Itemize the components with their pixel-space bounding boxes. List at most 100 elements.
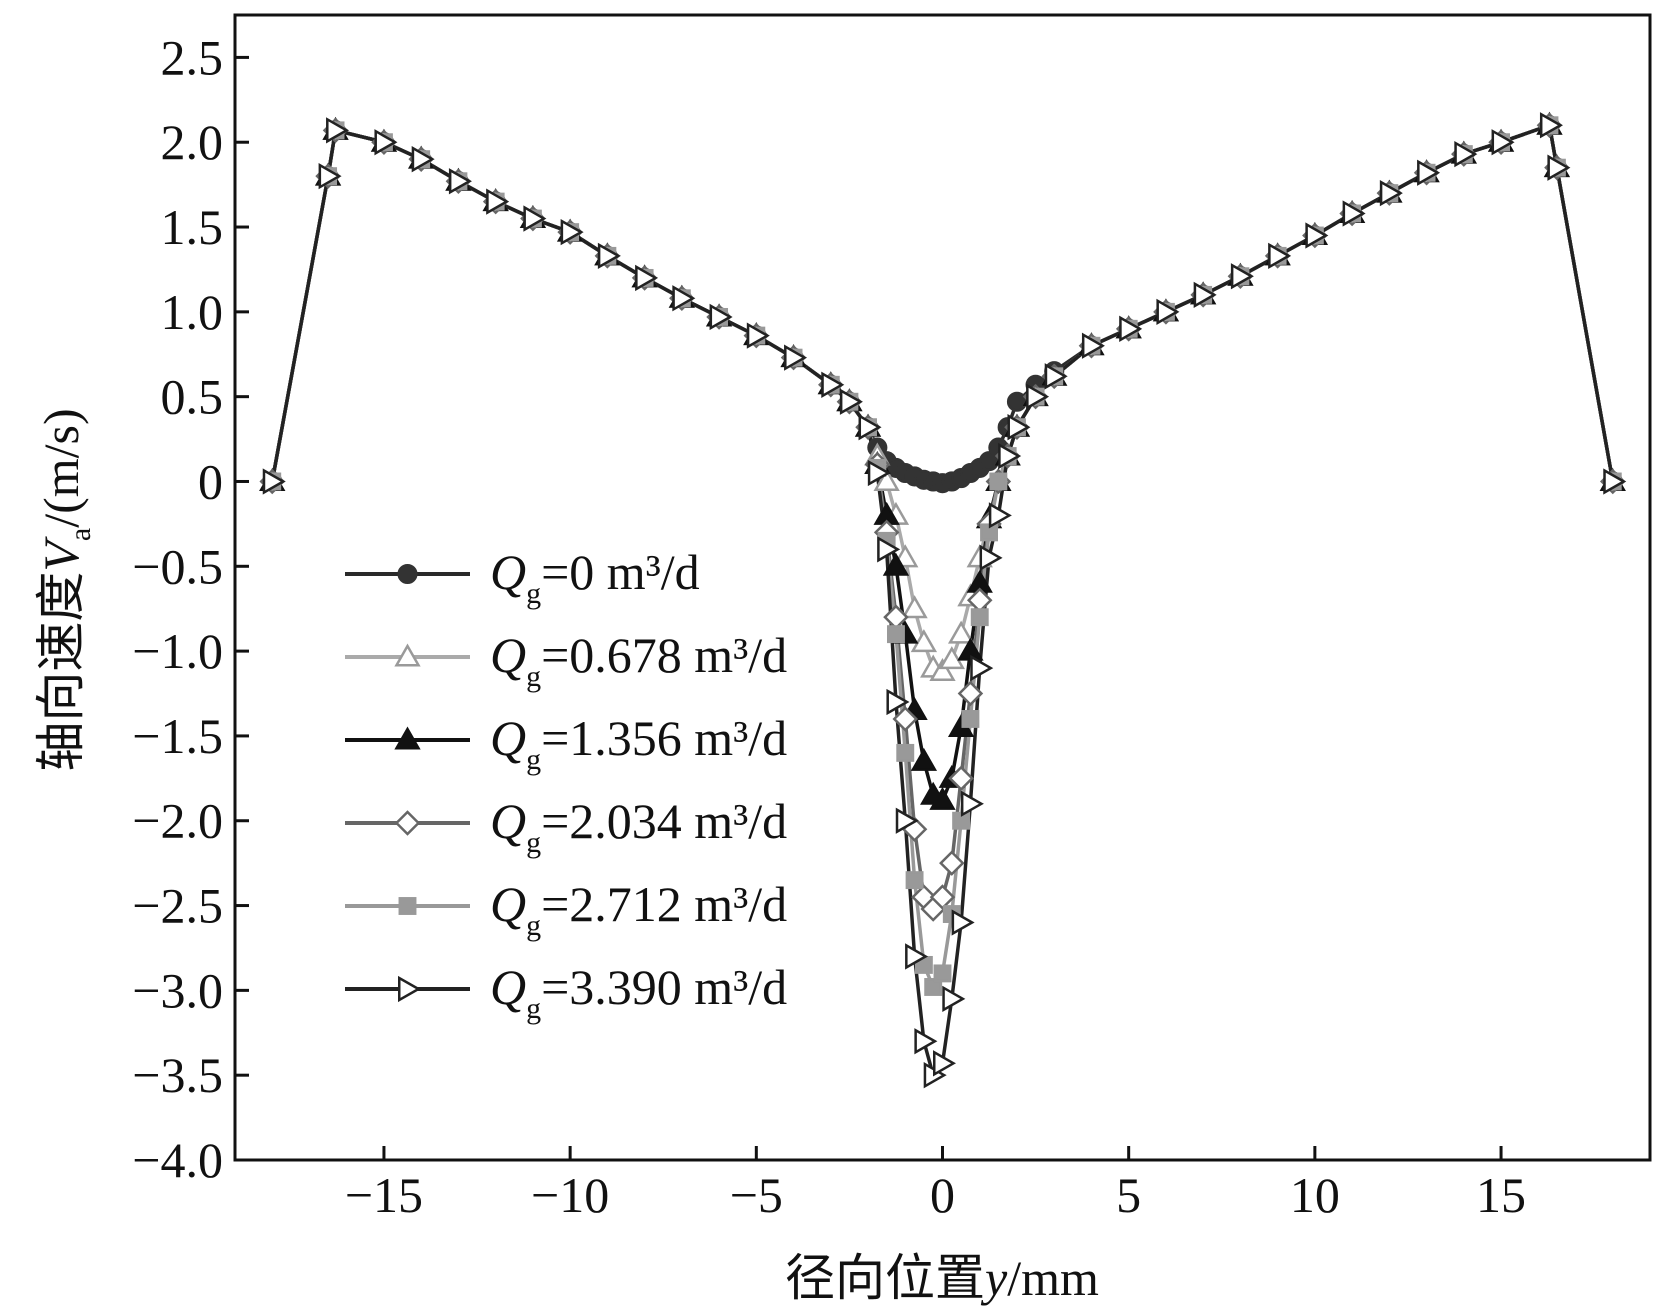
data-point [1119, 315, 1143, 342]
data-point [635, 264, 659, 292]
data-point [933, 964, 952, 983]
series-markers [259, 111, 1627, 1089]
x-tick-label: 0 [930, 1167, 955, 1223]
x-tick-label: −10 [531, 1167, 609, 1223]
data-point [970, 608, 989, 627]
legend-item: Qg=0 m³/d [345, 544, 700, 610]
legend-label: Qg=0.678 m³/d [490, 627, 787, 693]
y-tick-label: −1.5 [132, 708, 223, 764]
y-tick-label: −1.0 [132, 623, 223, 679]
data-point [867, 459, 891, 487]
legend-item: Qg=0.678 m³/d [345, 627, 787, 693]
data-point [709, 303, 733, 331]
data-point [961, 710, 980, 728]
data-point [1417, 159, 1441, 186]
data-point [951, 909, 975, 936]
data-point [1230, 263, 1254, 290]
data-point [910, 629, 938, 653]
legend-marker [394, 643, 421, 667]
data-point [1193, 281, 1217, 309]
data-point [896, 743, 915, 762]
data-point [1007, 414, 1031, 441]
data-point [939, 850, 965, 876]
data-point [924, 978, 943, 996]
x-tick-label: 10 [1290, 1167, 1340, 1223]
data-point [1026, 383, 1050, 410]
data-point [1156, 298, 1180, 326]
x-tick-label: 5 [1116, 1167, 1141, 1223]
data-point [1081, 332, 1105, 359]
data-point [1539, 112, 1563, 139]
y-tick-label: −3.5 [132, 1047, 223, 1103]
legend-item: Qg=1.356 m³/d [345, 710, 787, 776]
data-point [1044, 363, 1068, 390]
data-point [948, 765, 974, 792]
data-point [914, 1028, 938, 1055]
data-point [374, 129, 398, 156]
data-point [998, 442, 1022, 470]
y-tick-label: −2.5 [132, 878, 223, 934]
data-point [929, 884, 956, 910]
legend-label: Qg=2.034 m³/d [490, 793, 787, 859]
data-point [411, 146, 435, 173]
data-point [523, 205, 547, 232]
data-point [1342, 200, 1366, 227]
data-point [784, 344, 808, 371]
y-tick-label: −0.5 [132, 538, 223, 594]
data-point [597, 242, 621, 270]
data-point [947, 620, 975, 644]
legend-item: Qg=2.034 m³/d [345, 793, 787, 859]
data-point [1268, 242, 1292, 270]
data-point [933, 1050, 957, 1077]
x-tick-label: −5 [730, 1167, 783, 1223]
data-point [882, 552, 910, 576]
data-point [839, 388, 863, 415]
series-lines [270, 122, 1615, 1080]
data-point [938, 646, 965, 670]
legend-marker [394, 810, 421, 836]
data-point [1454, 140, 1478, 168]
data-point [929, 657, 956, 681]
data-point [892, 706, 919, 732]
axis-ticks: −15 −10 −5 0 5 10 15 2.5 2.0 1.5 1.0 0.5 0 −0.5 −1.0 −1… [132, 29, 1526, 1223]
series-line-2 [270, 122, 1615, 674]
series-line-3 [270, 122, 1615, 803]
y-tick-label: 1.5 [161, 199, 224, 255]
data-point [560, 218, 584, 246]
x-axis-title: 径向位置y/mm [785, 1250, 1099, 1306]
data-point [895, 807, 919, 834]
data-point [988, 502, 1012, 529]
series-line-6 [270, 122, 1615, 1080]
data-point [1379, 179, 1403, 207]
data-point [905, 943, 929, 970]
legend-item: Qg=3.390 m³/d [345, 959, 787, 1025]
y-tick-label: −3.0 [132, 962, 223, 1018]
legend-marker [397, 563, 418, 585]
data-point [486, 188, 510, 215]
x-tick-label: −15 [345, 1167, 423, 1223]
legend-marker [398, 897, 417, 915]
data-point [905, 871, 924, 890]
data-point [979, 544, 1003, 571]
data-point [877, 536, 901, 563]
data-point [929, 786, 956, 810]
data-point [1491, 129, 1515, 156]
legend-marker [398, 975, 422, 1003]
data-point [262, 468, 286, 495]
data-point [901, 595, 928, 619]
data-point [957, 680, 984, 707]
data-point [886, 688, 910, 716]
data-point [318, 162, 342, 190]
data-point [989, 472, 1008, 491]
y-tick-label: 0 [198, 453, 223, 509]
legend-label: Qg=0 m³/d [490, 544, 700, 610]
data-point [970, 654, 994, 682]
y-tick-label: −4.0 [132, 1132, 223, 1188]
data-point [1305, 222, 1329, 249]
data-point [887, 625, 905, 644]
data-point [960, 790, 984, 817]
y-tick-label: 0.5 [161, 369, 224, 425]
y-tick-label: −2.0 [132, 793, 223, 849]
data-point [858, 414, 882, 441]
y-tick-label: 1.0 [161, 284, 224, 340]
